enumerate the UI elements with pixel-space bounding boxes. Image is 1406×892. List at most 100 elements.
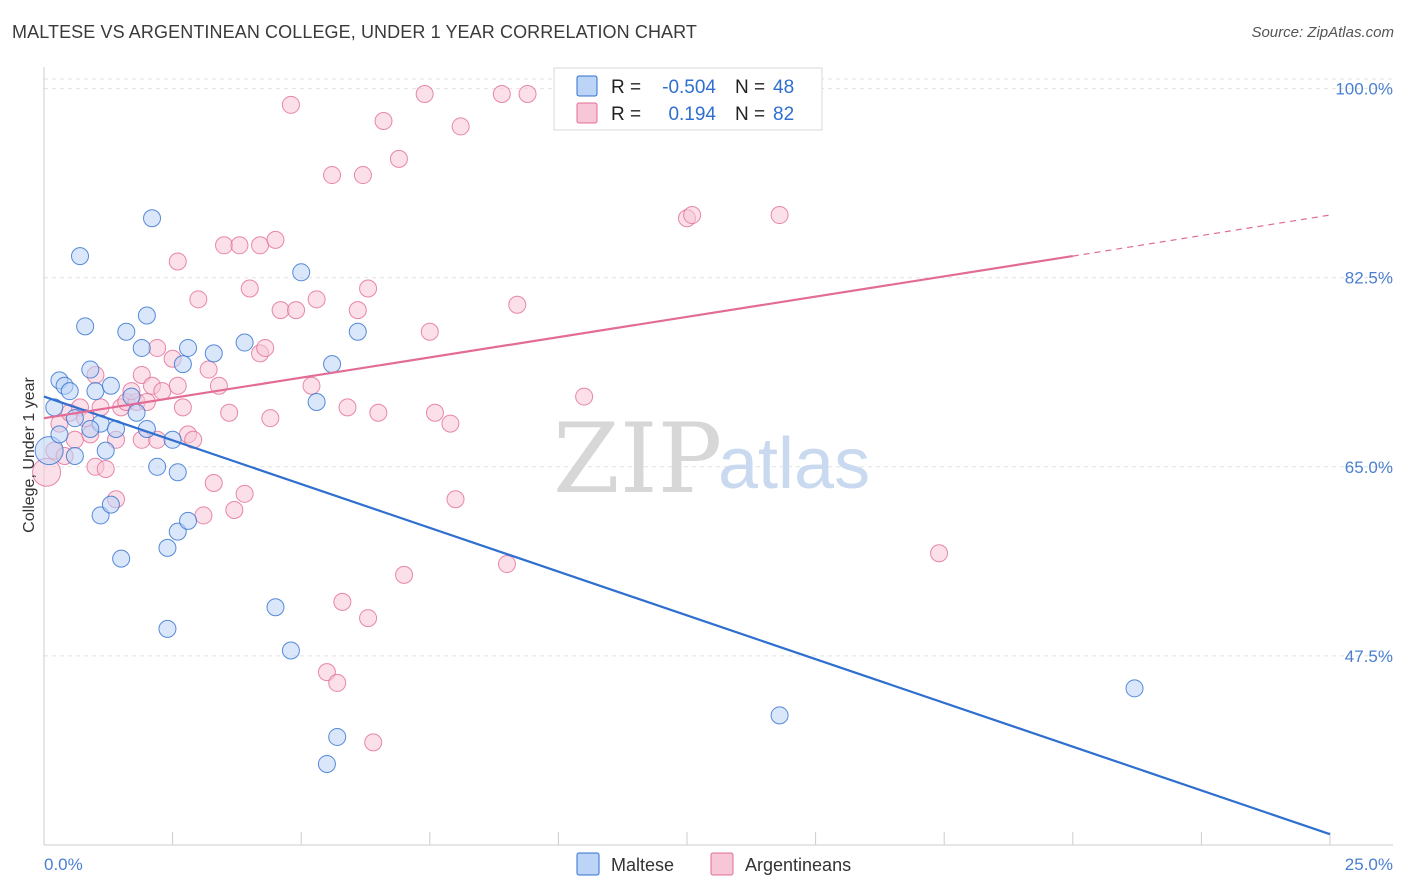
- maltese-point: [348, 322, 367, 341]
- grid-lines: [44, 78, 1393, 657]
- stats-swatch-maltese: [576, 75, 598, 97]
- bottom-legend: Maltese Argentineans: [576, 852, 851, 876]
- argentineans-point: [96, 459, 115, 478]
- argentineans-point: [333, 592, 352, 611]
- y-tick-label: 82.5%: [1345, 269, 1393, 288]
- argentineans-point: [251, 236, 270, 255]
- argentineans-point: [446, 490, 465, 509]
- argentineans-point: [359, 609, 378, 628]
- legend-label-argentineans[interactable]: Argentineans: [745, 855, 851, 875]
- argentineans-point: [287, 301, 306, 320]
- maltese-points: [34, 209, 1144, 773]
- maltese-point: [50, 425, 69, 444]
- maltese-point: [317, 754, 336, 773]
- argentineans-point: [204, 474, 223, 493]
- argentineans-point: [389, 149, 408, 168]
- maltese-point: [158, 619, 177, 638]
- maltese-point: [96, 441, 115, 460]
- y-tick-labels: 100.0% 82.5% 65.0% 47.5%: [1335, 80, 1393, 666]
- argentineans-point: [770, 206, 789, 225]
- argentineans-point: [369, 403, 388, 422]
- trend-lines: [43, 214, 1331, 836]
- maltese-point: [323, 355, 342, 374]
- maltese-point: [60, 382, 79, 401]
- watermark-atlas: atlas: [718, 424, 870, 504]
- argentineans-point: [508, 295, 527, 314]
- argentineans-point: [220, 403, 239, 422]
- argentineans-point: [518, 85, 537, 104]
- y-tick-label: 47.5%: [1345, 647, 1393, 666]
- maltese-point: [158, 538, 177, 557]
- stats-maltese-n-value: 48: [773, 77, 794, 98]
- chart-title: MALTESE VS ARGENTINEAN COLLEGE, UNDER 1 …: [12, 22, 698, 42]
- maltese-point: [307, 392, 326, 411]
- argentineans-point: [353, 166, 372, 185]
- maltese-point: [179, 338, 198, 357]
- argentineans-point: [189, 290, 208, 309]
- maltese-point: [1125, 679, 1144, 698]
- argentineans-point: [364, 733, 383, 752]
- argentineans-point: [575, 387, 594, 406]
- stats-swatch-argentineans: [576, 102, 598, 124]
- argentineans-point: [173, 398, 192, 417]
- argentineans-point: [395, 565, 414, 584]
- argentineans-point: [415, 85, 434, 104]
- argentineans-point: [420, 322, 439, 341]
- argentineans-point: [168, 376, 187, 395]
- argentineans-point: [256, 338, 275, 357]
- argentineans-point: [930, 544, 949, 563]
- argentineans-point: [683, 206, 702, 225]
- argentineans-point: [271, 301, 290, 320]
- argentineans-point: [194, 506, 213, 525]
- stats-argentineans-n-value: 82: [773, 104, 794, 125]
- argentineans-point: [328, 673, 347, 692]
- maltese-point: [148, 457, 167, 476]
- maltese-point: [101, 495, 120, 514]
- maltese-point: [770, 706, 789, 725]
- argentineans-point: [240, 279, 259, 298]
- maltese-point: [81, 360, 100, 379]
- argentineans-points: [32, 85, 949, 752]
- source-label: Source: ZipAtlas.com: [1251, 24, 1394, 41]
- argentineans-point: [281, 95, 300, 114]
- stats-maltese-r-label: R =: [611, 77, 641, 98]
- maltese-point: [112, 549, 131, 568]
- argentineans-point: [215, 236, 234, 255]
- argentineans-point: [338, 398, 357, 417]
- x-tick-marks: [43, 832, 1331, 845]
- argentineans-point: [441, 414, 460, 433]
- maltese-point: [204, 344, 223, 363]
- maltese-point: [76, 317, 95, 336]
- argentineans-point: [425, 403, 444, 422]
- maltese-point: [281, 641, 300, 660]
- legend-swatch-argentineans[interactable]: [710, 852, 734, 876]
- stats-maltese-n-label: N =: [735, 77, 765, 98]
- argentineans-trend-extension: [1072, 214, 1331, 257]
- maltese-point: [266, 598, 285, 617]
- argentineans-point: [230, 236, 249, 255]
- maltese-point: [173, 355, 192, 374]
- maltese-point: [132, 338, 151, 357]
- maltese-point: [179, 511, 198, 530]
- argentineans-point: [266, 230, 285, 249]
- stats-argentineans-r-value: 0.194: [668, 104, 716, 125]
- y-tick-label: 100.0%: [1335, 80, 1393, 99]
- legend-swatch-maltese[interactable]: [576, 852, 600, 876]
- argentineans-point: [148, 338, 167, 357]
- maltese-point: [71, 247, 90, 266]
- argentineans-point: [307, 290, 326, 309]
- argentineans-point: [374, 112, 393, 131]
- maltese-point: [328, 727, 347, 746]
- argentineans-point: [492, 85, 511, 104]
- argentineans-point: [451, 117, 470, 136]
- x-tick-label-min: 0.0%: [44, 855, 83, 874]
- stats-maltese-r-value: -0.504: [662, 77, 716, 98]
- argentineans-point: [497, 555, 516, 574]
- argentineans-trend-line: [43, 255, 1073, 420]
- maltese-point: [235, 333, 254, 352]
- argentineans-point: [168, 252, 187, 271]
- maltese-point: [81, 419, 100, 438]
- argentineans-point: [199, 360, 218, 379]
- legend-label-maltese[interactable]: Maltese: [611, 855, 674, 875]
